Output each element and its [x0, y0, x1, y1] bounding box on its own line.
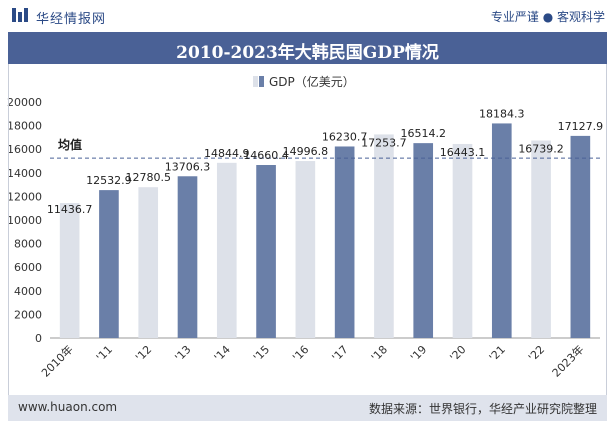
- bar-5: [256, 165, 276, 338]
- footer-source: 数据来源：世界银行，华经产业研究院整理: [368, 402, 597, 416]
- footer-site: www.huaon.com: [18, 400, 118, 414]
- y-tick-label: 2000: [14, 308, 42, 321]
- value-label-4: 14844.9: [204, 147, 250, 160]
- chart-title: 2010-2023年大韩民国GDP情况: [176, 43, 439, 63]
- y-tick-label: 10000: [7, 214, 42, 227]
- brand-name: 华经情报网: [36, 12, 107, 27]
- x-tick-label-10: '20: [447, 343, 468, 364]
- bar-4: [216, 162, 237, 338]
- x-tick-label-13: 2023年: [549, 342, 586, 379]
- x-tick-label-5: '15: [251, 343, 272, 364]
- bar-0: [59, 203, 80, 338]
- value-label-2: 12780.5: [125, 171, 171, 184]
- bar-11: [491, 123, 512, 338]
- value-label-5: 14660.4: [243, 149, 289, 162]
- value-label-6: 14996.8: [283, 145, 329, 158]
- x-tick-label-1: '11: [94, 343, 115, 364]
- y-tick-label: 14000: [7, 167, 42, 180]
- bar-1: [99, 190, 119, 338]
- y-tick-label: 4000: [14, 285, 42, 298]
- title-band: 2010-2023年大韩民国GDP情况: [8, 32, 607, 64]
- bar-8: [374, 134, 394, 338]
- x-tick-label-8: '18: [369, 343, 390, 364]
- x-tick-label-7: '17: [330, 343, 351, 364]
- footer: www.huaon.com 数据来源：世界银行，华经产业研究院整理: [8, 395, 607, 421]
- value-label-10: 16443.1: [440, 146, 486, 159]
- brand-logo-icon: [12, 8, 28, 22]
- value-label-8: 17253.7: [361, 136, 407, 149]
- value-label-3: 13706.3: [165, 160, 211, 173]
- x-tick-label-4: '14: [212, 343, 233, 364]
- value-label-12: 16739.2: [518, 142, 564, 155]
- legend-label: GDP（亿美元）: [269, 74, 355, 89]
- bar-7: [334, 146, 355, 338]
- value-label-13: 17127.9: [558, 120, 604, 133]
- y-tick-label: 20000: [7, 96, 42, 109]
- chart-area: GDP（亿美元） 0 2000 4000 6000 8000 10000 12000 14000…: [0, 64, 615, 395]
- y-tick-label: 12000: [7, 190, 42, 203]
- value-label-11: 18184.3: [479, 107, 525, 120]
- legend-swatch-light: [253, 76, 258, 87]
- x-tick-label-11: '21: [487, 343, 508, 364]
- value-label-9: 16514.2: [400, 127, 446, 140]
- bar-10: [452, 143, 473, 338]
- bar-6: [295, 161, 316, 338]
- x-tick-label-6: '16: [290, 343, 311, 364]
- bar-12: [531, 140, 551, 338]
- x-tick-label-0: 2010年: [38, 342, 75, 379]
- value-label-0: 11436.7: [47, 203, 93, 216]
- slogan: 专业严谨 ● 客观科学: [490, 10, 605, 24]
- top-bar: 华经情报网 专业严谨 ● 客观科学: [0, 0, 615, 32]
- bar-9: [413, 143, 434, 338]
- x-tick-label-9: '19: [408, 343, 429, 364]
- bar-chart: GDP（亿美元） 0 2000 4000 6000 8000 10000 12000 14000…: [7, 74, 604, 380]
- value-label-7: 16230.7: [322, 130, 368, 143]
- average-label: 均值: [58, 137, 82, 152]
- bar-2: [138, 187, 159, 338]
- x-tick-label-3: '13: [172, 343, 193, 364]
- y-tick-label: 6000: [14, 261, 42, 274]
- y-tick-label: 18000: [7, 120, 42, 133]
- legend-swatch-dark: [259, 76, 264, 87]
- x-tick-label-2: '12: [133, 343, 154, 364]
- bar-13: [570, 135, 591, 338]
- value-label-1: 12532.9: [86, 174, 132, 187]
- x-tick-label-12: '22: [526, 343, 547, 364]
- y-tick-label: 16000: [7, 143, 42, 156]
- bar-3: [177, 176, 198, 338]
- y-tick-label: 0: [35, 332, 42, 345]
- y-tick-label: 8000: [14, 238, 42, 251]
